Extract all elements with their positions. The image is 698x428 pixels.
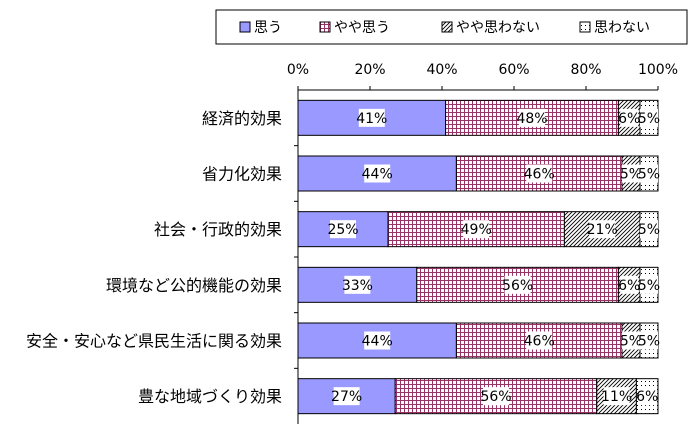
legend-label-4: 思わない <box>594 20 650 36</box>
data-label-6-3: 11% <box>601 389 632 405</box>
data-label-6-2: 56% <box>480 389 511 405</box>
legend-swatch-3 <box>441 21 453 33</box>
data-label-5-4: 5% <box>638 334 660 350</box>
data-label-1-1: 41% <box>356 111 387 127</box>
data-label-6-4: 6% <box>636 389 658 405</box>
x-tick-label: 80% <box>570 62 601 78</box>
data-label-bg-6-3 <box>603 387 630 406</box>
data-label-bg-2-1 <box>364 164 391 183</box>
data-label-4-3: 6% <box>618 278 640 294</box>
x-tick-label: 40% <box>426 62 457 78</box>
legend-label-1: 思う <box>254 20 282 36</box>
data-label-4-4: 5% <box>638 278 660 294</box>
data-label-4-1: 33% <box>342 278 373 294</box>
data-label-bg-6-1 <box>333 387 360 406</box>
legend-label-3: やや思わない <box>456 20 540 36</box>
data-label-6-1: 27% <box>331 389 362 405</box>
bar-3-3 <box>563 211 641 248</box>
data-label-bg-3-4 <box>640 220 658 239</box>
data-label-2-4: 5% <box>638 167 660 183</box>
data-label-bg-3-1 <box>330 220 356 239</box>
data-label-3-4: 5% <box>638 222 660 238</box>
legend-swatch-2 <box>319 21 331 33</box>
category-label-4: 環境など公的機能の効果 <box>106 276 282 295</box>
data-label-bg-1-2 <box>519 108 545 127</box>
data-label-bg-4-4 <box>640 275 658 294</box>
data-label-bg-1-4 <box>640 108 658 127</box>
data-label-bg-5-3 <box>622 331 640 350</box>
legend-swatch-4 <box>579 21 591 33</box>
data-label-bg-2-3 <box>622 164 640 183</box>
data-label-4-2: 56% <box>502 278 533 294</box>
legend-swatch-1 <box>239 21 251 33</box>
data-label-5-2: 46% <box>524 334 555 350</box>
data-label-3-1: 25% <box>327 222 358 238</box>
data-label-bg-1-1 <box>358 108 385 127</box>
category-label-5: 安全・安心など県民生活に関る効果 <box>26 332 282 351</box>
data-label-bg-1-3 <box>620 108 639 127</box>
data-label-5-3: 5% <box>620 334 642 350</box>
x-tick-label: 20% <box>354 62 385 78</box>
data-label-2-3: 5% <box>620 167 642 183</box>
category-label-3: 社会・行政的効果 <box>154 220 282 239</box>
y-axis: 経済的効果省力化効果社会・行政的効果環境など公的機能の効果安全・安心など県民生活… <box>26 90 299 424</box>
data-label-bg-6-4 <box>638 387 657 406</box>
data-label-1-2: 48% <box>516 111 547 127</box>
category-label-2: 省力化効果 <box>202 165 282 184</box>
x-axis: 0% 20% 40% 60% 80% 100% <box>287 62 678 91</box>
x-tick-label: 60% <box>498 62 529 78</box>
data-label-bg-5-4 <box>640 331 658 350</box>
data-label-bg-3-2 <box>463 220 490 239</box>
data-label-2-2: 46% <box>524 167 555 183</box>
x-tick-label: 0% <box>287 62 309 78</box>
category-label-1: 経済的効果 <box>202 109 282 128</box>
data-label-2-1: 44% <box>362 167 393 183</box>
data-label-bg-4-1 <box>344 275 371 294</box>
data-label-5-1: 44% <box>362 334 393 350</box>
legend: 思う やや思う やや思わない 思わない <box>215 9 688 45</box>
data-label-bg-5-2 <box>526 331 553 350</box>
data-label-bg-2-4 <box>640 164 658 183</box>
category-label-6: 豊な地域づくり効果 <box>138 387 282 406</box>
data-label-1-4: 5% <box>638 111 660 127</box>
legend-label-2: やや思う <box>334 20 390 36</box>
data-label-3-3: 21% <box>587 222 618 238</box>
data-label-bg-6-2 <box>483 387 509 406</box>
x-tick-label: 100% <box>638 62 678 78</box>
data-label-1-3: 6% <box>618 111 640 127</box>
data-label-bg-4-2 <box>504 275 531 294</box>
data-label-3-2: 49% <box>461 222 492 238</box>
data-label-bg-3-3 <box>589 220 616 239</box>
data-label-bg-2-2 <box>526 164 553 183</box>
data-label-bg-5-1 <box>364 331 391 350</box>
plot-area: 41% 48% 6%5%44% 46% 5%5%25% 49% 21% 5%33% 56% 6%5… <box>297 99 660 415</box>
data-label-bg-4-3 <box>620 275 639 294</box>
